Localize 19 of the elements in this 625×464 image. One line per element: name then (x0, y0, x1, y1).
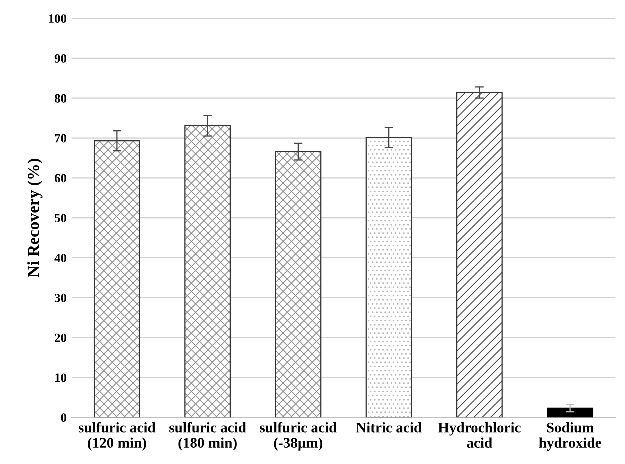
x-tick-label: sulfuric acid (-38μm) (260, 422, 337, 451)
y-tick-label: 90 (54, 54, 67, 63)
x-tick-label: Sodium hydroxide (539, 422, 602, 451)
y-tick-label: 80 (54, 94, 67, 103)
x-tick-label: sulfuric acid (180 min) (170, 422, 246, 451)
y-tick-label: 40 (54, 254, 67, 262)
x-tick-label: sulfuric acid (120 min) (78, 422, 156, 451)
y-tick-label: 70 (55, 134, 67, 143)
y-tick-label: 10 (56, 374, 67, 382)
y-tick-label: 50 (55, 214, 67, 223)
y-tick-label: 0 (61, 414, 67, 422)
y-tick-label: 30 (54, 294, 67, 302)
y-tick-label: 60 (54, 174, 67, 183)
x-tick-label: Nitric acid (356, 422, 422, 433)
y-axis-title: Ni Recovery (%) (28, 159, 43, 278)
bar (547, 408, 594, 418)
y-tick-label: 20 (55, 334, 67, 342)
y-tick-label: 100 (49, 14, 67, 24)
x-tick-label: Hydrochloric acid (438, 422, 521, 448)
